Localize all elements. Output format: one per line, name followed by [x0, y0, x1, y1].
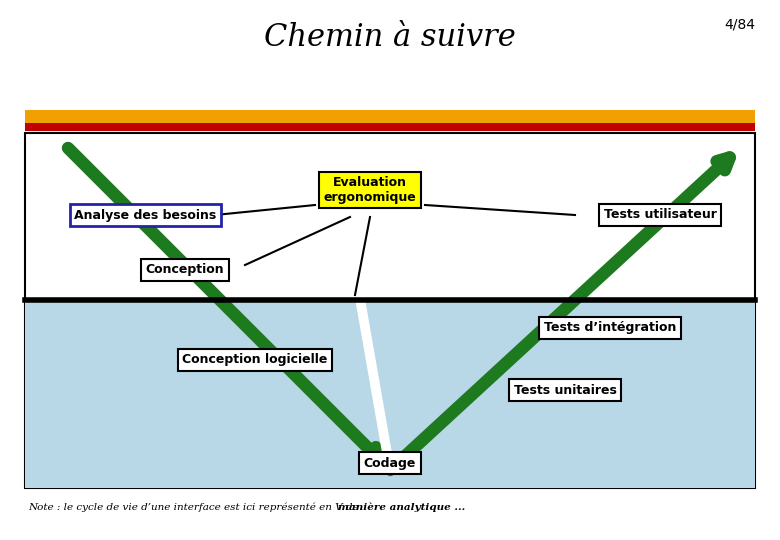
Text: Codage: Codage	[363, 456, 417, 469]
Text: Chemin à suivre: Chemin à suivre	[264, 22, 516, 53]
Text: Tests utilisateur: Tests utilisateur	[604, 208, 717, 221]
Text: 4/84: 4/84	[724, 18, 755, 32]
Text: Conception logicielle: Conception logicielle	[183, 354, 328, 367]
Text: Tests unitaires: Tests unitaires	[513, 383, 616, 396]
Bar	[25, 300, 755, 488]
Text: manière analytique ...: manière analytique ...	[338, 503, 465, 512]
Text: Note : le cycle de vie d’une interface est ici représenté en V de: Note : le cycle de vie d’une interface e…	[28, 503, 362, 512]
Text: Evaluation
ergonomique: Evaluation ergonomique	[324, 176, 417, 204]
Text: Conception: Conception	[146, 264, 225, 276]
Bar	[25, 123, 755, 131]
Text: Tests d’intégration: Tests d’intégration	[544, 321, 676, 334]
Text: Analyse des besoins: Analyse des besoins	[74, 208, 216, 221]
Bar	[25, 110, 755, 123]
Bar	[25, 133, 755, 488]
